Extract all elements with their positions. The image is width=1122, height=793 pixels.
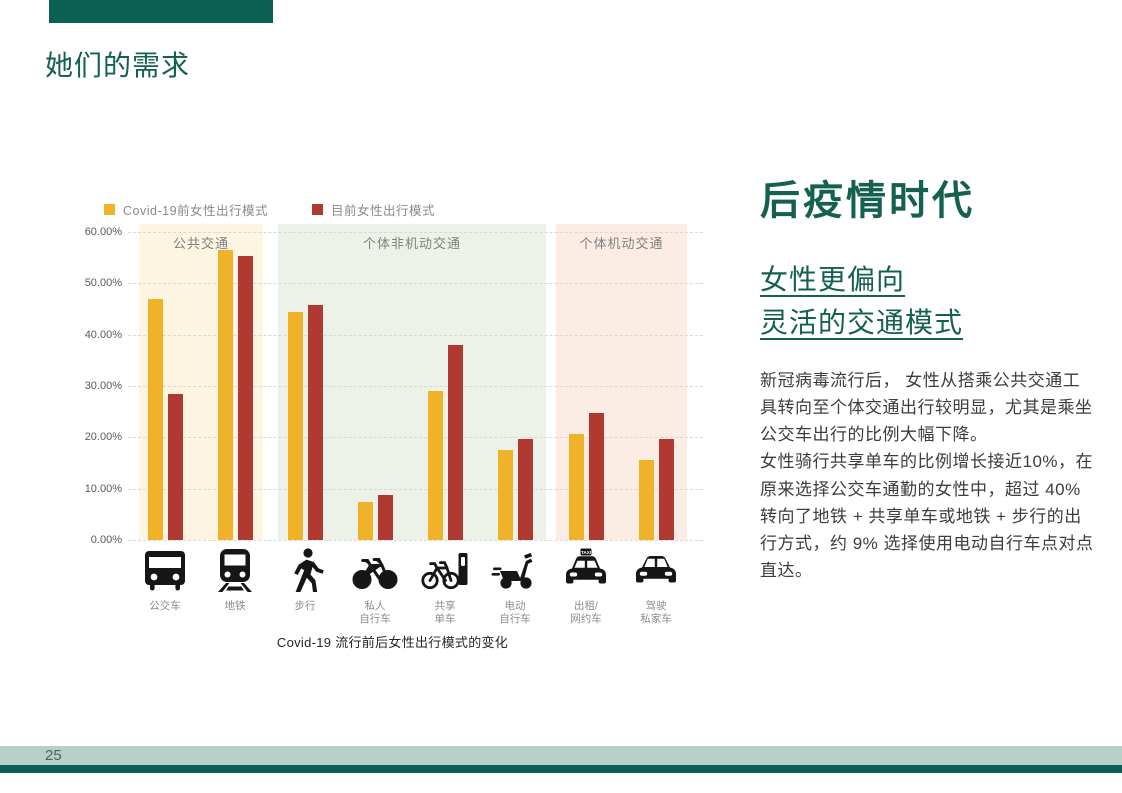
bar-before-7	[638, 460, 654, 540]
car-icon	[632, 546, 680, 594]
bar-before-2	[287, 311, 303, 540]
chart-legend: Covid-19前女性出行模式 目前女性出行模式	[104, 200, 435, 219]
category-band-label: 公共交通	[172, 236, 229, 251]
paragraph-2: 女性骑行共享单车的比例增长接近10%，在原来选择公交车通勤的女性中，超过 40%…	[760, 452, 1094, 581]
x-axis-category-label: 私人 自行车	[359, 600, 391, 625]
gridline-10	[128, 488, 703, 490]
metro-icon	[211, 546, 259, 594]
bar-before-6	[568, 433, 584, 540]
gridline-0	[128, 540, 703, 541]
x-axis-category-label: 共享 单车	[434, 600, 456, 625]
travel-mode-chart: 公共交通 个体非机动交通 个体机动交通 0.00% 10.00% 20.00% 30.00%…	[65, 180, 720, 660]
bar-before-5	[497, 450, 513, 540]
pedestrian-icon	[281, 546, 329, 594]
footer-bar: 25	[0, 746, 1122, 765]
bar-after-7	[658, 438, 674, 540]
legend-label: Covid-19前女性出行模式	[123, 204, 269, 218]
x-axis-category-label: 地铁	[224, 600, 246, 612]
svg-text:TAXI: TAXI	[581, 550, 591, 555]
section-heading: 后疫情时代	[760, 179, 975, 223]
gridline-50	[128, 283, 703, 285]
gridline-40	[128, 334, 703, 336]
bar-after-3	[377, 494, 393, 540]
legend-item-before: Covid-19前女性出行模式	[104, 200, 268, 219]
taxi-icon: TAXI	[562, 546, 610, 594]
y-axis-tick-label: 60.00%	[84, 226, 122, 238]
category-band-label: 个体非机动交通	[362, 236, 461, 251]
gridline-20	[128, 437, 703, 439]
legend-label: 目前女性出行模式	[331, 204, 436, 218]
page-title: 她们的需求	[45, 50, 191, 81]
bar-after-5	[517, 438, 533, 540]
x-axis-category-label: 步行	[294, 600, 316, 612]
bar-after-6	[588, 412, 604, 540]
bar-before-3	[357, 501, 373, 540]
bar-before-1	[217, 249, 233, 540]
gridline-30	[128, 386, 703, 387]
bar-before-4	[427, 391, 443, 540]
legend-swatch-red	[312, 204, 324, 215]
footer-accent-line	[0, 765, 1122, 773]
bar-after-1	[237, 256, 253, 540]
bus-icon	[141, 546, 189, 594]
bar-after-0	[167, 393, 183, 540]
y-axis-tick-label: 10.00%	[84, 482, 122, 495]
y-axis-tick-label: 50.00%	[84, 277, 122, 290]
x-axis-category-label: 驾驶 私家车	[640, 600, 672, 625]
bar-before-0	[147, 298, 163, 540]
legend-swatch-yellow	[104, 204, 115, 215]
chart-plot-area: 公共交通 个体非机动交通 个体机动交通 0.00% 10.00% 20.00% 30.00%…	[65, 180, 720, 660]
x-axis-category-label: 出租/ 网约车	[570, 600, 602, 625]
category-band-label: 个体机动交通	[579, 236, 664, 251]
y-axis-tick-label: 20.00%	[84, 431, 122, 444]
y-axis-tick-label: 40.00%	[84, 328, 122, 341]
bicycle-icon	[351, 546, 399, 594]
top-accent-bar	[49, 0, 273, 23]
bar-after-4	[447, 344, 463, 540]
page-number: 25	[45, 747, 62, 764]
gridline-60	[128, 232, 703, 233]
y-axis-tick-label: 0.00%	[90, 534, 122, 546]
legend-item-current: 目前女性出行模式	[312, 200, 435, 219]
section-subheading: 女性更偏向 灵活的交通模式	[760, 258, 1095, 345]
bar-after-2	[307, 305, 323, 540]
x-axis-category-label: 电动 自行车	[499, 600, 531, 625]
subheading-line1: 女性更偏向	[760, 264, 906, 295]
body-text: 新冠病毒流行后， 女性从搭乘公共交通工具转向至个体交通出行较明显，尤其是乘坐公交…	[760, 367, 1095, 585]
subheading-line2: 灵活的交通模式	[760, 307, 964, 339]
shared-bike-icon	[421, 546, 469, 594]
e-scooter-icon	[491, 546, 539, 594]
x-axis-category-label: 公交车	[149, 600, 181, 612]
y-axis-tick-label: 30.00%	[84, 380, 122, 392]
right-text-column: 后疫情时代 女性更偏向 灵活的交通模式 新冠病毒流行后， 女性从搭乘公共交通工具…	[760, 168, 1095, 584]
paragraph-1: 新冠病毒流行后， 女性从搭乘公共交通工具转向至个体交通出行较明显，尤其是乘坐公交…	[760, 370, 1093, 445]
chart-caption: Covid-19 流行前后女性出行模式的变化	[276, 635, 509, 650]
